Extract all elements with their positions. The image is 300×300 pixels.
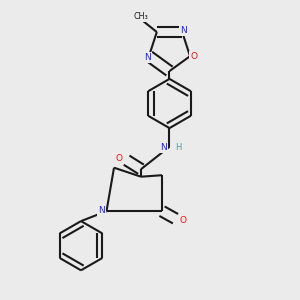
Text: O: O (179, 216, 186, 225)
Text: H: H (175, 143, 181, 152)
Text: N: N (144, 53, 151, 62)
Text: O: O (116, 154, 123, 163)
Text: N: N (160, 143, 167, 152)
Text: N: N (180, 26, 187, 35)
Text: O: O (190, 52, 197, 61)
Text: N: N (98, 206, 105, 215)
Text: CH₃: CH₃ (134, 12, 148, 21)
